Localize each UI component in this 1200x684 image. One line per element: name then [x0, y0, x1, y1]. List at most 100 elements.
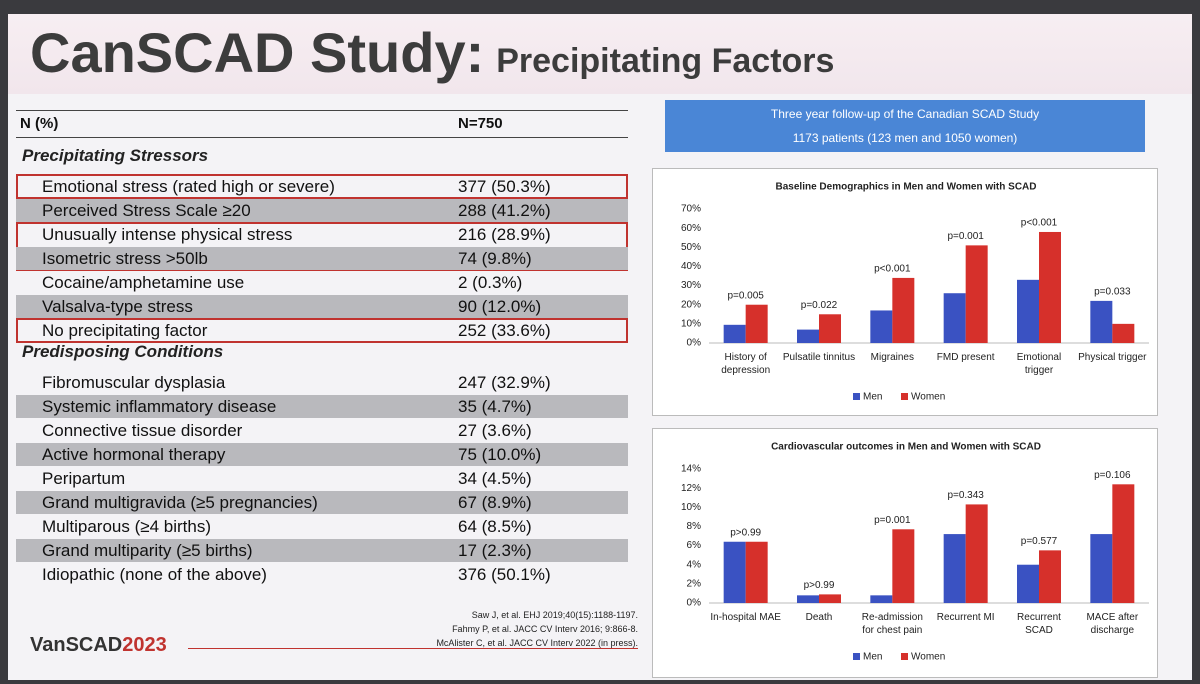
rule	[16, 137, 628, 138]
table-row: Multiparous (≥4 births) 64 (8.5%)	[16, 515, 628, 538]
references: Saw J, et al. EHJ 2019;40(15):1188-1197.…	[308, 608, 638, 650]
footer-name: VanSCAD	[30, 634, 123, 656]
y-tick-label: 4%	[687, 559, 702, 570]
p-value: p=0.106	[1094, 470, 1131, 481]
p-value: p=0.033	[1094, 287, 1131, 298]
row-value: 64 (8.5%)	[458, 516, 532, 536]
p-value: p=0.022	[801, 300, 838, 311]
y-tick-label: 10%	[681, 318, 701, 329]
col-head: N=750	[458, 115, 503, 132]
legend-label: Men	[863, 652, 882, 663]
info-line: 1173 patients (123 men and 1050 women)	[792, 131, 1018, 145]
legend-label: Women	[911, 392, 945, 403]
chart-svg: Baseline Demographics in Men and Women w…	[681, 182, 1149, 403]
bar	[745, 304, 768, 343]
table-row: Cocaine/amphetamine use 2 (0.3%)	[16, 271, 628, 294]
bar	[819, 594, 841, 603]
y-tick-label: 20%	[681, 299, 701, 310]
legend-label: Men	[863, 392, 882, 403]
y-tick-label: 50%	[681, 242, 701, 253]
table-row: Peripartum 34 (4.5%)	[16, 467, 628, 490]
bar	[819, 314, 841, 343]
row-value: 247 (32.9%)	[458, 372, 551, 392]
section-title: Precipitating Stressors	[22, 146, 209, 165]
highlight-box	[16, 318, 628, 343]
info-box: Three year follow-up of the Canadian SCA…	[665, 100, 1145, 152]
title: CanSCAD Study: Precipitating Factors	[30, 20, 834, 85]
y-tick-label: 0%	[687, 598, 702, 609]
row-label: Idiopathic (none of the above)	[42, 564, 267, 584]
x-tick-label: Death	[805, 612, 833, 623]
bar	[1039, 550, 1061, 603]
row-label: Perceived Stress Scale ≥20	[42, 200, 251, 220]
bar	[1039, 231, 1061, 343]
reference: Fahmy P, et al. JACC CV Interv 2016; 9:8…	[452, 624, 638, 634]
col-head: N (%)	[20, 115, 59, 132]
x-tick-label: Physical trigger	[1078, 352, 1147, 363]
row-label: Multiparous (≥4 births)	[42, 516, 211, 536]
header-band	[8, 14, 1192, 94]
table-row: Active hormonal therapy 75 (10.0%)	[16, 443, 628, 466]
y-tick-label: 12%	[681, 483, 701, 494]
bar	[1017, 279, 1039, 343]
row-label: Cocaine/amphetamine use	[42, 272, 245, 292]
p-value: p=0.577	[1021, 536, 1058, 547]
row-value: 288 (41.2%)	[458, 200, 551, 220]
highlight-box	[16, 174, 628, 199]
row-value: 252 (33.6%)	[458, 320, 551, 340]
reference: Saw J, et al. EHJ 2019;40(15):1188-1197.	[471, 610, 638, 620]
section-title: Predisposing Conditions	[22, 342, 224, 361]
table-row: Grand multigravida (≥5 pregnancies) 67 (8…	[16, 491, 628, 514]
y-tick-label: 60%	[681, 223, 701, 234]
table-header: N (%) N=750	[16, 112, 628, 135]
y-tick-label: 8%	[687, 521, 702, 532]
row-label: Peripartum	[42, 468, 126, 488]
x-tick-label: FMD present	[936, 352, 995, 363]
y-tick-label: 6%	[687, 540, 702, 551]
x-tick-label: MACE after discharge	[1086, 612, 1139, 636]
row-value: 27 (3.6%)	[458, 420, 532, 440]
table-row: Isometric stress >50lb 74 (9.8%)	[16, 247, 628, 270]
row-value: 75 (10.0%)	[458, 444, 542, 464]
legend-swatch	[853, 393, 860, 400]
y-tick-label: 2%	[687, 578, 702, 589]
bar	[965, 245, 988, 343]
row-label: Unusually intense physical stress	[42, 224, 293, 244]
bar	[745, 541, 768, 603]
row-value: 35 (4.7%)	[458, 396, 532, 416]
table-row: Emotional stress (rated high or severe) 3…	[16, 175, 628, 198]
x-tick-label: In-hospital MAE	[710, 612, 781, 623]
x-tick-label: Recurrent SCAD	[1017, 612, 1061, 636]
p-value: p=0.001	[947, 231, 984, 242]
rule	[16, 110, 628, 111]
table-row: Unusually intense physical stress 216 (28…	[16, 223, 628, 246]
x-tick-label: Re-admission for chest pain	[861, 612, 923, 636]
title-sub: Precipitating Factors	[496, 42, 835, 80]
row-label: Emotional stress (rated high or severe)	[42, 176, 335, 196]
x-tick-label: Recurrent MI	[936, 612, 995, 623]
x-tick-label: Pulsatile tinnitus	[782, 352, 856, 363]
bar	[943, 293, 966, 343]
row-label: Systemic inflammatory disease	[42, 396, 277, 416]
table-row: Grand multiparity (≥5 births) 17 (2.3%)	[16, 539, 628, 562]
bar	[1112, 323, 1135, 343]
row-value: 90 (12.0%)	[458, 296, 542, 316]
bar	[723, 541, 746, 603]
y-tick-label: 40%	[681, 261, 701, 272]
row-value: 377 (50.3%)	[458, 176, 551, 196]
row-label: Fibromuscular dysplasia	[42, 372, 226, 392]
row-label: Valsalva-type stress	[42, 296, 193, 316]
x-tick-label: Migraines	[870, 352, 914, 363]
table-row: Idiopathic (none of the above) 376 (50.1%…	[16, 563, 628, 586]
p-value: p=0.005	[727, 290, 764, 301]
table-row: Perceived Stress Scale ≥20 288 (41.2%)	[16, 199, 628, 222]
y-tick-label: 70%	[681, 204, 701, 215]
p-value: p>0.99	[804, 580, 835, 591]
row-value: 2 (0.3%)	[458, 272, 523, 292]
reference: McAlister C, et al. JACC CV Interv 2022 …	[436, 638, 638, 648]
bar	[1090, 534, 1113, 603]
row-value: 67 (8.9%)	[458, 492, 532, 512]
legend-swatch	[901, 653, 908, 660]
table-row: Systemic inflammatory disease 35 (4.7%)	[16, 395, 628, 418]
chart-title: Cardiovascular outcomes in Men and Women…	[771, 442, 1041, 453]
